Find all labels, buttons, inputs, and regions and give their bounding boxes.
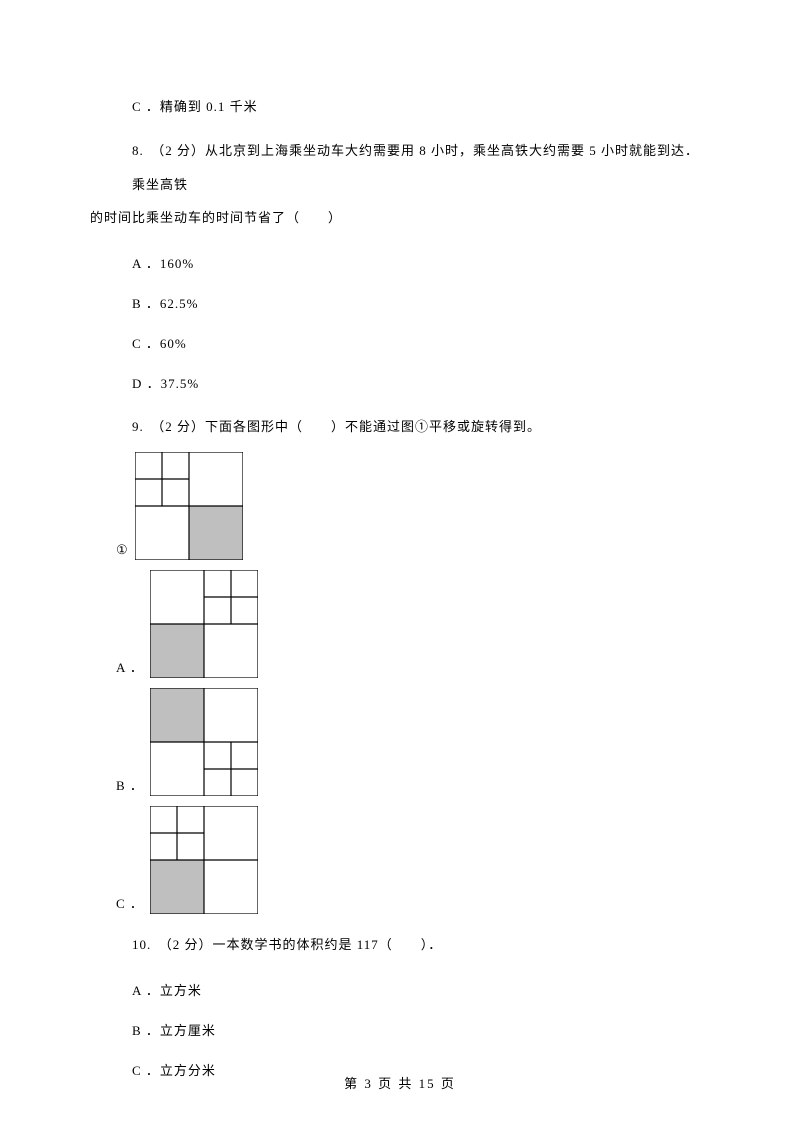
q8-stem-line1: 8. （2 分）从北京到上海乘坐动车大约需要用 8 小时，乘坐高铁大约需要 5 … (90, 134, 710, 202)
q9-figure-c (150, 806, 258, 914)
q9-label-c: C ． (116, 893, 144, 914)
q9-figure-a-row: A ． (90, 570, 710, 678)
q9-figure-b (150, 688, 258, 796)
page-body: C ．精确到 0.1 千米 8. （2 分）从北京到上海乘坐动车大约需要用 8 … (0, 0, 800, 1087)
page-footer: 第 3 页 共 15 页 (0, 1073, 800, 1092)
q9-label-a: A ． (116, 657, 144, 678)
q9-figure-b-row: B ． (90, 688, 710, 796)
q9-label-1: ① (116, 542, 129, 560)
q10-option-b: B ．立方厘米 (90, 1014, 710, 1048)
q8-stem-line2: 的时间比乘坐动车的时间节省了（ ） (90, 201, 710, 235)
q9-figure-1-row: ① (90, 452, 710, 560)
q10-stem: 10. （2 分）一本数学书的体积约是 117（ ）． (90, 928, 710, 962)
q9-figure-a (150, 570, 258, 678)
q9-figure-1 (135, 452, 243, 560)
q8-option-d: D ．37.5% (90, 367, 710, 401)
q9-stem: 9. （2 分）下面各图形中（ ）不能通过图①平移或旋转得到。 (90, 410, 710, 444)
q8-option-a: A ．160% (90, 247, 710, 281)
q8-option-c: C ．60% (90, 327, 710, 361)
q8-option-b: B ．62.5% (90, 287, 710, 321)
q9-label-b: B ． (116, 775, 144, 796)
prev-option-c: C ．精确到 0.1 千米 (90, 90, 710, 124)
q9-figure-c-row: C ． (90, 806, 710, 914)
q10-option-a: A ．立方米 (90, 974, 710, 1008)
